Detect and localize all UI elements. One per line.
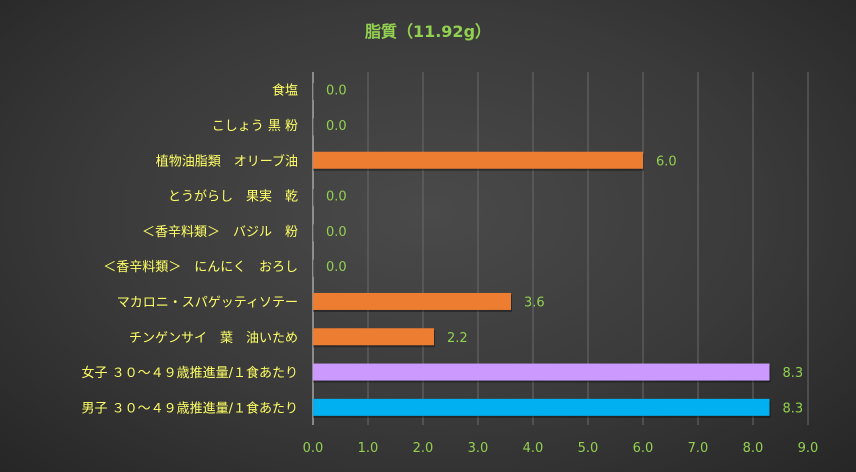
x-tick-label: 0.0 [303,441,324,456]
data-label: 0.0 [326,84,347,99]
bar [313,363,770,381]
data-label: 0.0 [326,190,347,205]
bar-shadow [313,118,314,136]
category-label: 女子 ３０～４９歳推進量/１食あたり [81,365,298,381]
data-label: 3.6 [524,295,545,310]
category-label: 植物油脂類 オリーブ油 [156,153,298,169]
x-tick-label: 5.0 [578,441,599,456]
bar [313,398,770,416]
bars [313,83,771,418]
data-label: 0.0 [326,225,347,240]
data-label: 6.0 [656,154,677,169]
data-label: 0.0 [326,119,347,134]
bar-shadow [313,224,314,242]
category-label: ＜香辛料類＞ バジル 粉 [142,225,298,240]
category-label: とうがらし 果実 乾 [168,189,298,205]
data-label: 0.0 [326,260,347,275]
x-tick-label: 1.0 [358,441,379,456]
x-tick-label: 6.0 [633,441,654,456]
x-tick-label: 4.0 [523,441,544,456]
category-label: 男子 ３０～４９歳推進量/１食あたり [81,400,298,416]
bar-shadow [313,83,314,101]
bar [313,151,643,169]
bar-shadow [313,259,314,277]
labels: 0.0 1.0 2.0 3.0 4.0 5.0 6.0 7.0 8.0 9.0 食塩 0.0 こしょう … [81,83,818,456]
chart-title: 脂質（11.92g） [365,22,491,41]
x-tick-label: 3.0 [468,441,489,456]
data-label: 8.3 [783,401,804,416]
x-tick-label: 7.0 [688,441,709,456]
category-label: チンゲンサイ 葉 油いため [129,331,298,346]
bar [313,328,434,346]
x-tick-label: 8.0 [743,441,764,456]
x-tick-label: 9.0 [798,441,819,456]
category-label: こしょう 黒 粉 [212,119,298,134]
category-label: マカロニ・スパゲッティソテー [117,295,298,310]
x-tick-label: 2.0 [413,441,434,456]
data-label: 8.3 [783,366,804,381]
category-label: ＜香辛料類＞ にんにく おろし [103,260,298,275]
bar-shadow [313,189,314,207]
data-label: 2.2 [447,331,468,346]
category-label: 食塩 [272,83,298,99]
bar [313,292,511,310]
